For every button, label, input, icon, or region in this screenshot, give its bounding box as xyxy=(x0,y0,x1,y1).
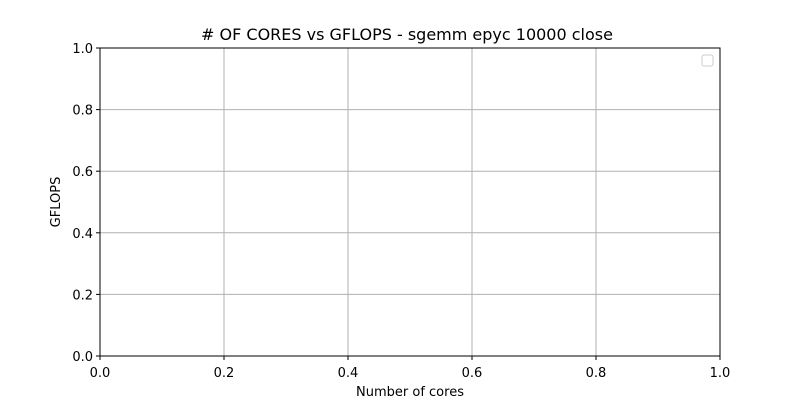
y-tick-label: 0.0 xyxy=(72,350,93,365)
legend xyxy=(701,54,714,67)
y-tick-label: 0.6 xyxy=(72,165,93,180)
y-axis-label: GFLOPS xyxy=(49,177,64,228)
ticks: 0.0 0.2 0.4 0.6 0.8 1.0 0.0 0.2 0.4 0.6 0.8 1.0 xyxy=(72,42,730,381)
x-tick-label: 0.2 xyxy=(214,366,235,381)
x-tick-label: 1.0 xyxy=(710,366,731,381)
x-tick-label: 0.6 xyxy=(462,366,483,381)
plot-area xyxy=(99,47,721,357)
chart-title: # OF CORES vs GFLOPS - sgemm epyc 10000 … xyxy=(201,25,613,44)
x-tick-label: 0.8 xyxy=(586,366,607,381)
y-tick-label: 1.0 xyxy=(72,42,93,57)
y-tick-label: 0.4 xyxy=(72,227,93,242)
x-tick-label: 0.4 xyxy=(338,366,359,381)
y-tick-label: 0.2 xyxy=(72,288,93,303)
legend-box xyxy=(701,54,714,67)
x-tick-label: 0.0 xyxy=(90,366,111,381)
y-tick-label: 0.8 xyxy=(72,104,93,119)
x-axis-label: Number of cores xyxy=(356,385,464,400)
